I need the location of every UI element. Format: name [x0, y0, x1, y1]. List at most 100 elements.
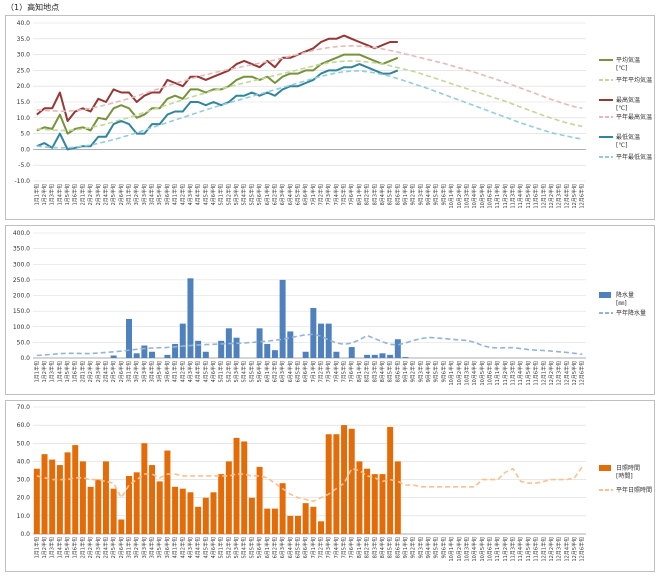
x-tick-label: 10月4半旬: [471, 361, 478, 386]
bar: [95, 479, 102, 534]
x-tick-label: 7月3半旬: [325, 361, 332, 382]
x-tick-label: 10月4半旬: [471, 537, 478, 562]
bar: [149, 351, 156, 358]
legend-label: [℃]: [616, 142, 627, 149]
x-tick-label: 10月5半旬: [479, 537, 486, 562]
y-tick-label: 50.0: [17, 339, 31, 346]
x-tick-label: 2月6半旬: [118, 537, 125, 558]
x-tick-label: 3月5半旬: [156, 537, 163, 558]
x-tick-label: 3月6半旬: [164, 184, 171, 205]
x-tick-label: 6月6半旬: [302, 184, 309, 205]
x-tick-label: 8月1半旬: [356, 361, 363, 382]
x-tick-label: 9月4半旬: [425, 361, 432, 382]
bar: [379, 474, 386, 534]
x-tick-label: 6月3半旬: [279, 537, 286, 558]
legend-label: 平年最低気温: [616, 153, 652, 161]
x-tick-label: 8月2半旬: [364, 361, 371, 382]
x-tick-label: 6月5半旬: [294, 184, 301, 205]
x-tick-label: 3月2半旬: [133, 361, 140, 382]
x-tick-label: 12月2半旬: [548, 361, 555, 386]
x-tick-label: 3月1半旬: [126, 537, 133, 558]
y-tick-label: -10.0: [14, 178, 30, 185]
x-tick-label: 6月4半旬: [287, 537, 294, 558]
x-tick-label: 9月6半旬: [440, 537, 447, 558]
x-tick-label: 8月4半旬: [379, 537, 386, 558]
y-tick-label: 70.0: [17, 404, 31, 411]
x-tick-label: 5月2半旬: [225, 184, 232, 205]
x-tick-label: 9月4半旬: [425, 537, 432, 558]
x-tick-label: 9月6半旬: [440, 361, 447, 382]
legend-swatch: [599, 292, 611, 298]
bar: [172, 343, 179, 358]
bar: [133, 353, 140, 358]
bar: [379, 353, 386, 358]
x-tick-label: 8月1半旬: [356, 184, 363, 205]
x-tick-label: 10月5半旬: [479, 184, 486, 209]
x-tick-label: 2月2半旬: [87, 537, 94, 558]
y-tick-label: 40.0: [17, 458, 31, 465]
legend-label: 最高気温: [616, 96, 640, 104]
bar: [302, 503, 309, 534]
x-tick-label: 11月1半旬: [494, 537, 501, 562]
legend-label: 最低気温: [616, 133, 640, 141]
x-tick-label: 6月3半旬: [279, 184, 286, 205]
x-tick-label: 3月3半旬: [141, 184, 148, 205]
x-tick-label: 1月4半旬: [56, 184, 63, 205]
bar: [310, 506, 317, 534]
x-tick-label: 6月1半旬: [264, 361, 271, 382]
x-tick-label: 10月1半旬: [448, 184, 455, 209]
bar: [287, 331, 294, 358]
bar: [49, 459, 56, 534]
x-tick-label: 5月5半旬: [248, 184, 255, 205]
x-tick-label: 3月6半旬: [164, 537, 171, 558]
x-tick-label: 12月4半旬: [563, 361, 570, 386]
bar: [64, 452, 71, 534]
x-tick-label: 1月6半旬: [72, 361, 79, 382]
x-tick-label: 7月5半旬: [341, 361, 348, 382]
x-tick-label: 7月5半旬: [341, 537, 348, 558]
x-tick-label: 8月6半旬: [394, 361, 401, 382]
x-tick-label: 6月6半旬: [302, 537, 309, 558]
x-tick-label: 2月2半旬: [87, 184, 94, 205]
x-tick-label: 3月1半旬: [126, 361, 133, 382]
bar: [72, 445, 79, 534]
x-tick-label: 12月5半旬: [571, 537, 578, 562]
bar: [264, 343, 271, 358]
x-tick-label: 5月5半旬: [248, 537, 255, 558]
x-tick-label: 2月2半旬: [87, 361, 94, 382]
x-tick-label: 12月3半旬: [556, 537, 563, 562]
precipitation-chart: 400.0 350.0 300.0 250.0 200.0 150.0 100.0 50.0 0…: [13, 230, 646, 386]
x-tick-label: 12月3半旬: [556, 361, 563, 386]
sunshine-chart-panel: 70.0 60.0 50.0 40.0 30.0 20.0 10.0 0.0 1月1半旬 1月2半…: [5, 400, 655, 572]
x-tick-label: 5月4半旬: [241, 537, 248, 558]
x-tick-label: 10月1半旬: [448, 361, 455, 386]
y-tick-label: 150.0: [13, 308, 30, 315]
x-tick-label: 9月2半旬: [410, 361, 417, 382]
x-tick-label: 7月1半旬: [310, 537, 317, 558]
bar: [133, 472, 140, 534]
bar: [333, 351, 340, 358]
series-line: [36, 45, 583, 112]
bar: [364, 354, 371, 358]
y-tick-label: 60.0: [17, 422, 31, 429]
x-tick-label: 6月6半旬: [302, 361, 309, 382]
x-tick-label: 1月1半旬: [33, 537, 40, 558]
series-line: [36, 63, 399, 151]
x-tick-label: 12月2半旬: [548, 537, 555, 562]
bar: [256, 466, 263, 534]
x-tick-label: 2月4半旬: [102, 184, 109, 205]
x-tick-label: 10月6半旬: [486, 537, 493, 562]
x-tick-label: 5月1半旬: [218, 537, 225, 558]
x-tick-label: 3月5半旬: [156, 361, 163, 382]
x-tick-label: 4月4半旬: [195, 537, 202, 558]
x-tick-label: 5月5半旬: [248, 361, 255, 382]
x-tick-label: 10月3半旬: [463, 184, 470, 209]
x-tick-label: 11月5半旬: [525, 184, 532, 209]
x-tick-label: 6月2半旬: [271, 537, 278, 558]
x-tick-label: 12月4半旬: [563, 184, 570, 209]
x-tick-label: 5月1半旬: [218, 184, 225, 205]
bar: [218, 340, 225, 358]
x-tick-label: 11月4半旬: [517, 537, 524, 562]
x-tick-label: 5月6半旬: [256, 184, 263, 205]
x-tick-label: 9月3半旬: [417, 184, 424, 205]
